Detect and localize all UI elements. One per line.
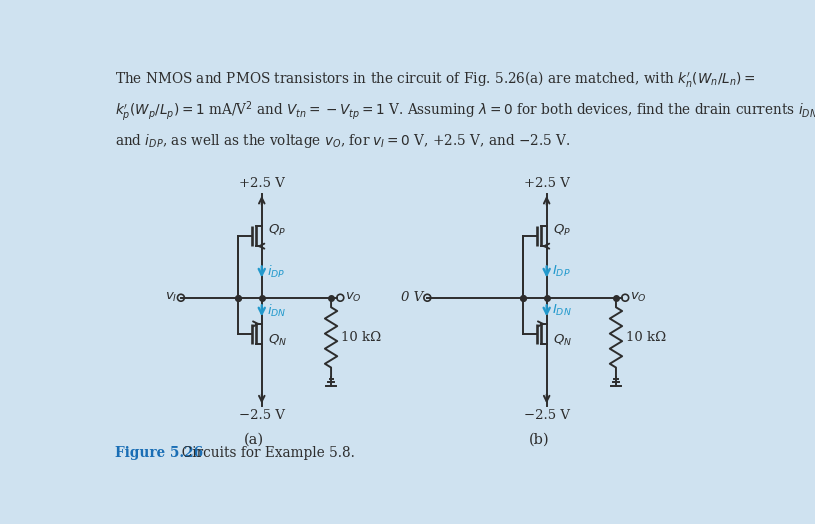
- Text: Figure 5.26: Figure 5.26: [115, 445, 203, 460]
- Text: $I_{DN}$: $I_{DN}$: [552, 303, 572, 319]
- Text: $Q_P$: $Q_P$: [268, 222, 286, 237]
- Text: $i_{DP}$: $i_{DP}$: [267, 264, 285, 280]
- Text: $I_{DP}$: $I_{DP}$: [552, 265, 570, 279]
- Text: +2.5 V: +2.5 V: [524, 177, 570, 190]
- Text: +2.5 V: +2.5 V: [239, 177, 284, 190]
- Text: $i_{DN}$: $i_{DN}$: [267, 303, 287, 319]
- Text: $Q_N$: $Q_N$: [553, 333, 572, 347]
- Text: Circuits for Example 5.8.: Circuits for Example 5.8.: [174, 445, 355, 460]
- Text: (a): (a): [244, 432, 264, 446]
- Text: −2.5 V: −2.5 V: [239, 409, 284, 422]
- Text: (b): (b): [529, 432, 549, 446]
- Text: $Q_N$: $Q_N$: [268, 333, 287, 347]
- Text: The NMOS and PMOS transistors in the circuit of Fig. 5.26(a) are matched, with $: The NMOS and PMOS transistors in the cir…: [115, 69, 815, 150]
- Text: −2.5 V: −2.5 V: [524, 409, 570, 422]
- Text: $v_O$: $v_O$: [630, 291, 646, 304]
- Text: 0 V: 0 V: [401, 291, 424, 304]
- Text: $v_O$: $v_O$: [345, 291, 362, 304]
- Text: $Q_P$: $Q_P$: [553, 222, 570, 237]
- Text: $v_I$: $v_I$: [165, 291, 177, 304]
- Text: 10 kΩ: 10 kΩ: [626, 331, 666, 344]
- Text: 10 kΩ: 10 kΩ: [341, 331, 381, 344]
